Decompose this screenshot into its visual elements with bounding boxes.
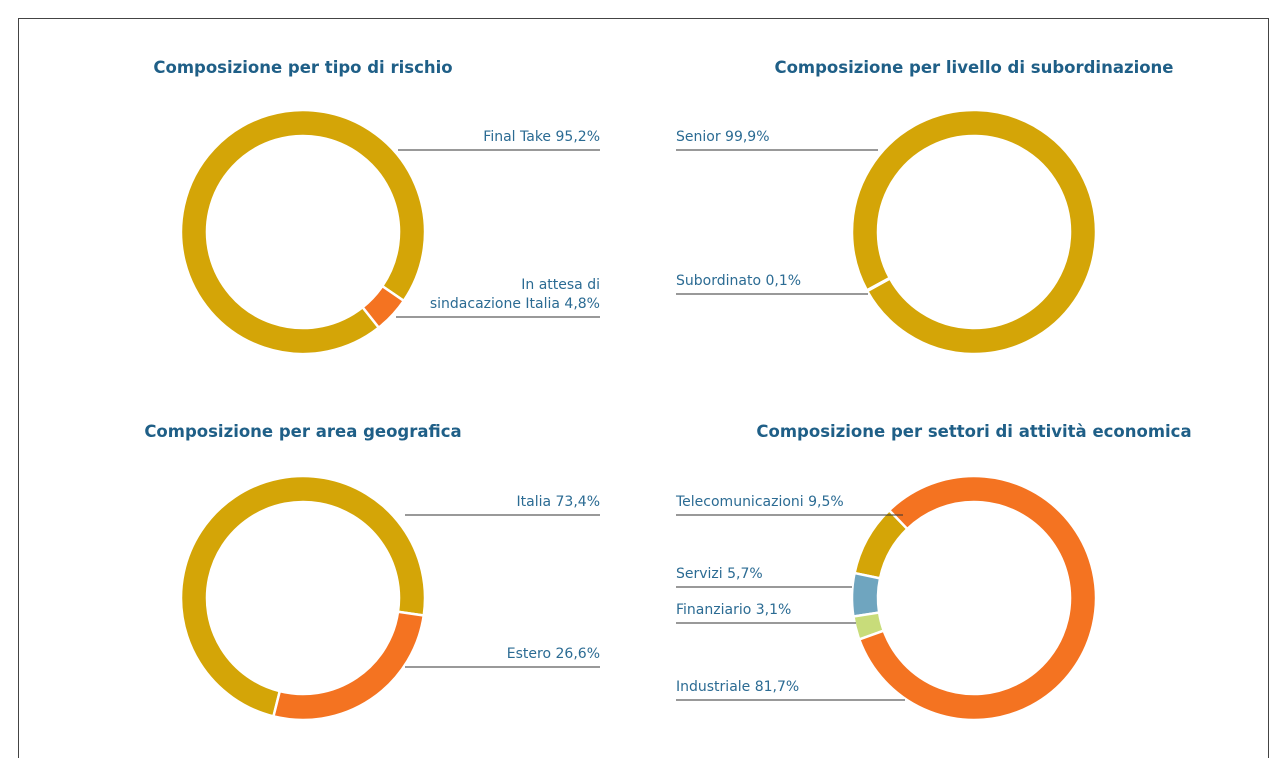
value-label: 3,1% (755, 602, 792, 618)
category-label: Senior (676, 129, 721, 145)
value-label: 9,5% (808, 494, 844, 510)
category-label: Servizi (676, 566, 723, 582)
value-label: 0,1% (765, 273, 802, 289)
data-label: Subordinato 0,1% (676, 272, 801, 291)
data-label: Estero 26,6% (507, 645, 600, 664)
data-label: In attesa di sindacazione Italia 4,8% (430, 276, 600, 314)
donut-segment (850, 108, 1098, 356)
category-label: Telecomunicazioni (676, 494, 804, 510)
donut-segment (360, 284, 406, 330)
value-label: 73,4% (555, 494, 600, 510)
value-label: 95,2% (555, 129, 600, 145)
data-label: Finanziario 3,1% (676, 601, 791, 620)
chart-title: Composizione per livello di subordinazio… (774, 58, 1174, 77)
donut-segment (179, 474, 427, 718)
data-label: Senior 99,9% (676, 128, 770, 147)
value-label: 81,7% (754, 679, 800, 695)
chart-title: Composizione per area geografica (144, 422, 462, 441)
category-label: Industriale (676, 679, 751, 695)
data-label: Servizi 5,7% (676, 565, 763, 584)
value-label: 5,7% (727, 566, 763, 582)
value-label: 99,9% (725, 129, 770, 145)
data-label: Industriale 81,7% (676, 678, 799, 697)
donut-segment (271, 610, 426, 722)
data-label: Final Take 95,2% (483, 128, 600, 147)
donut-segment (179, 108, 427, 356)
category-label: Finanziario (676, 602, 752, 618)
value-label: 26,6% (555, 646, 600, 662)
category-label: Subordinato (676, 273, 762, 289)
donut-segment (850, 571, 882, 618)
chart-title: Composizione per settori di attività eco… (756, 422, 1192, 441)
donut-segment (857, 474, 1098, 722)
data-label: Italia 73,4% (517, 493, 601, 512)
category-label: Italia (516, 494, 552, 510)
value-label: 4,8% (564, 296, 600, 312)
data-label: Telecomunicazioni 9,5% (676, 493, 844, 512)
chart-title: Composizione per tipo di rischio (153, 58, 453, 77)
category-label: Final Take (483, 129, 552, 145)
category-label: In attesa di sindacazione Italia (429, 277, 600, 312)
category-label: Estero (506, 646, 552, 662)
frame (18, 18, 1269, 758)
donut-segment (865, 276, 892, 293)
